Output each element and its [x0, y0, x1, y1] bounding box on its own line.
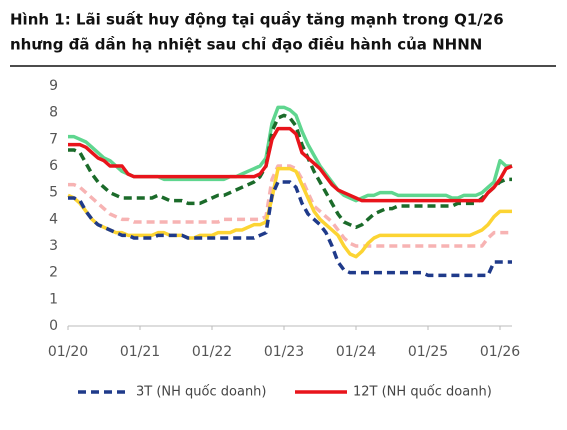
y-tick-label: 7 [49, 131, 58, 147]
y-tick-label: 0 [49, 318, 58, 334]
y-tick-label: 2 [49, 265, 58, 281]
y-tick-label: 5 [49, 185, 58, 201]
x-tick-label: 01/24 [336, 344, 376, 360]
x-tick-label: 01/20 [48, 344, 88, 360]
series-line [67, 166, 512, 259]
series-line [68, 180, 512, 278]
series-line [68, 164, 512, 248]
legend-label: 12T (NH quốc doanh) [353, 385, 492, 400]
series-line [68, 126, 513, 203]
x-tick-label: 01/25 [408, 344, 448, 360]
chart-title: Hình 1: Lãi suất huy động tại quầy tăng … [10, 11, 504, 29]
series-line [68, 105, 512, 203]
series-line [68, 113, 512, 230]
y-tick-label: 8 [49, 105, 58, 121]
y-tick-label: 1 [49, 291, 58, 307]
y-tick-label: 6 [49, 158, 58, 174]
x-tick-label: 01/26 [480, 344, 520, 360]
chart-title: nhưng đã dần hạ nhiệt sau chỉ đạo điều h… [10, 35, 482, 54]
y-tick-label: 4 [49, 211, 58, 227]
x-tick-label: 01/23 [264, 344, 304, 360]
y-tick-label: 9 [49, 78, 58, 94]
y-tick-label: 3 [49, 238, 58, 254]
x-tick-label: 01/21 [120, 344, 160, 360]
legend-label: 3T (NH quốc doanh) [136, 385, 267, 400]
x-tick-label: 01/22 [192, 344, 232, 360]
